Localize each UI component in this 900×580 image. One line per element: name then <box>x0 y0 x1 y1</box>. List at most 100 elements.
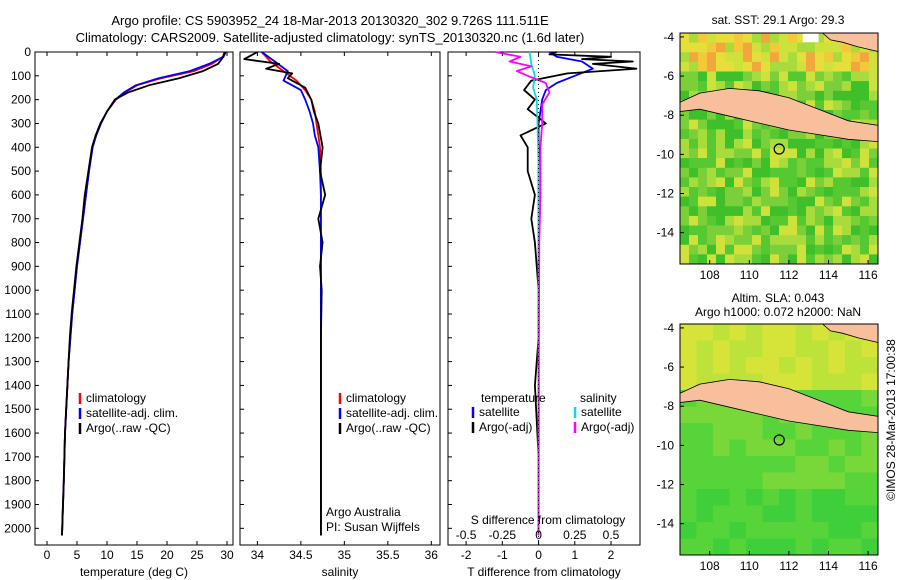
imos-timestamp: ©IMOS 28-Mar-2013 17:00:38 <box>884 339 898 501</box>
map-cell <box>860 61 870 72</box>
map-cell <box>689 167 699 178</box>
map-cell <box>795 472 813 490</box>
map-cell <box>729 472 747 490</box>
map-cell <box>707 215 717 226</box>
x-tick-label: 35 <box>338 548 352 562</box>
map-cell <box>762 538 780 556</box>
map-cell <box>746 489 763 506</box>
map-y-tick-label: -8 <box>663 399 674 413</box>
map-cell <box>752 206 762 217</box>
plot-frame <box>447 51 641 546</box>
map-cell <box>743 42 753 53</box>
map-cell <box>779 90 789 101</box>
y-tick-label: 300 <box>11 116 31 130</box>
map-cell <box>752 196 762 207</box>
map-cell <box>716 81 726 92</box>
map-cell <box>770 129 780 140</box>
map-x-tick-label: 114 <box>819 268 838 282</box>
map-cell <box>743 187 753 198</box>
map-cell <box>725 167 735 178</box>
map-cell <box>761 71 771 82</box>
temperature-panel: 0 5 10 15 20 25 300100200300400500600700800900… <box>4 45 234 579</box>
map-cell <box>713 489 730 506</box>
map-cell <box>861 489 879 506</box>
map-cell <box>698 187 708 198</box>
map-cell <box>743 215 753 226</box>
map-cell <box>752 129 762 140</box>
map-cell <box>725 138 735 149</box>
map-cell <box>734 148 744 159</box>
map-cell <box>680 71 690 82</box>
map-cell <box>725 196 735 207</box>
map-cell <box>743 148 753 159</box>
map-cell <box>716 244 726 255</box>
map-cell <box>806 235 816 246</box>
map-cell <box>707 177 717 188</box>
map-cell <box>689 81 699 92</box>
map-cell <box>779 206 789 217</box>
x-tick-label: 10 <box>100 548 114 562</box>
map-cell <box>815 158 825 169</box>
map-frame <box>679 32 879 265</box>
map-cell <box>824 196 834 207</box>
map-cell <box>806 187 816 198</box>
legend-item: satellite <box>479 405 520 419</box>
map-cell <box>725 61 735 72</box>
map-cell <box>743 196 753 207</box>
map-cell <box>815 177 825 188</box>
map-cell <box>729 324 747 341</box>
map-cell <box>779 235 789 246</box>
map-cell <box>725 71 735 82</box>
map-cell <box>806 100 816 111</box>
map-cell <box>861 439 879 457</box>
map-cell <box>752 33 762 44</box>
map-cell <box>696 324 714 341</box>
map-cell <box>725 244 735 255</box>
map-cell <box>851 254 861 265</box>
map-cell <box>698 167 708 178</box>
map-cell <box>779 489 796 506</box>
map-cell <box>815 138 825 149</box>
map-cell <box>752 235 762 246</box>
map-cell <box>761 177 771 188</box>
map-cell <box>743 61 753 72</box>
map-cell <box>680 357 697 374</box>
map-cell <box>743 225 753 236</box>
map-cell <box>860 100 870 111</box>
map-cell <box>680 439 697 457</box>
map-cell <box>680 187 690 198</box>
map-cell <box>824 90 834 101</box>
map-cell <box>779 423 796 440</box>
map-cell <box>743 81 753 92</box>
map-cell <box>761 206 771 217</box>
map-cell <box>707 42 717 53</box>
map-cell <box>861 340 879 358</box>
map-cell <box>680 538 697 556</box>
map-cell <box>860 158 870 169</box>
s-tick-label: -0.5 <box>456 528 477 542</box>
map-cell <box>707 52 717 63</box>
map-cell <box>707 225 717 236</box>
map-cell <box>797 52 807 63</box>
map-cell <box>806 225 816 236</box>
map-cell <box>743 33 753 44</box>
sla-map: 108 110 112 114 116 -4 -6 -8 -10 -12 -14 <box>657 321 879 573</box>
map-cell <box>752 244 762 255</box>
map-cell <box>752 42 762 53</box>
map-cell <box>725 148 735 159</box>
map-cell <box>713 357 730 374</box>
map-cell <box>734 129 744 140</box>
map-cell <box>851 110 861 121</box>
map-cell <box>761 52 771 63</box>
map-cell <box>770 148 780 159</box>
map-cell <box>680 148 690 159</box>
map-cell <box>860 167 870 178</box>
map-cell <box>842 215 852 226</box>
map-cell <box>824 177 834 188</box>
map-cell <box>696 522 714 539</box>
map-cell <box>752 177 762 188</box>
y-tick-label: 1600 <box>4 426 31 440</box>
map-cell <box>752 187 762 198</box>
map-cell <box>842 196 852 207</box>
map-cell <box>713 472 730 490</box>
